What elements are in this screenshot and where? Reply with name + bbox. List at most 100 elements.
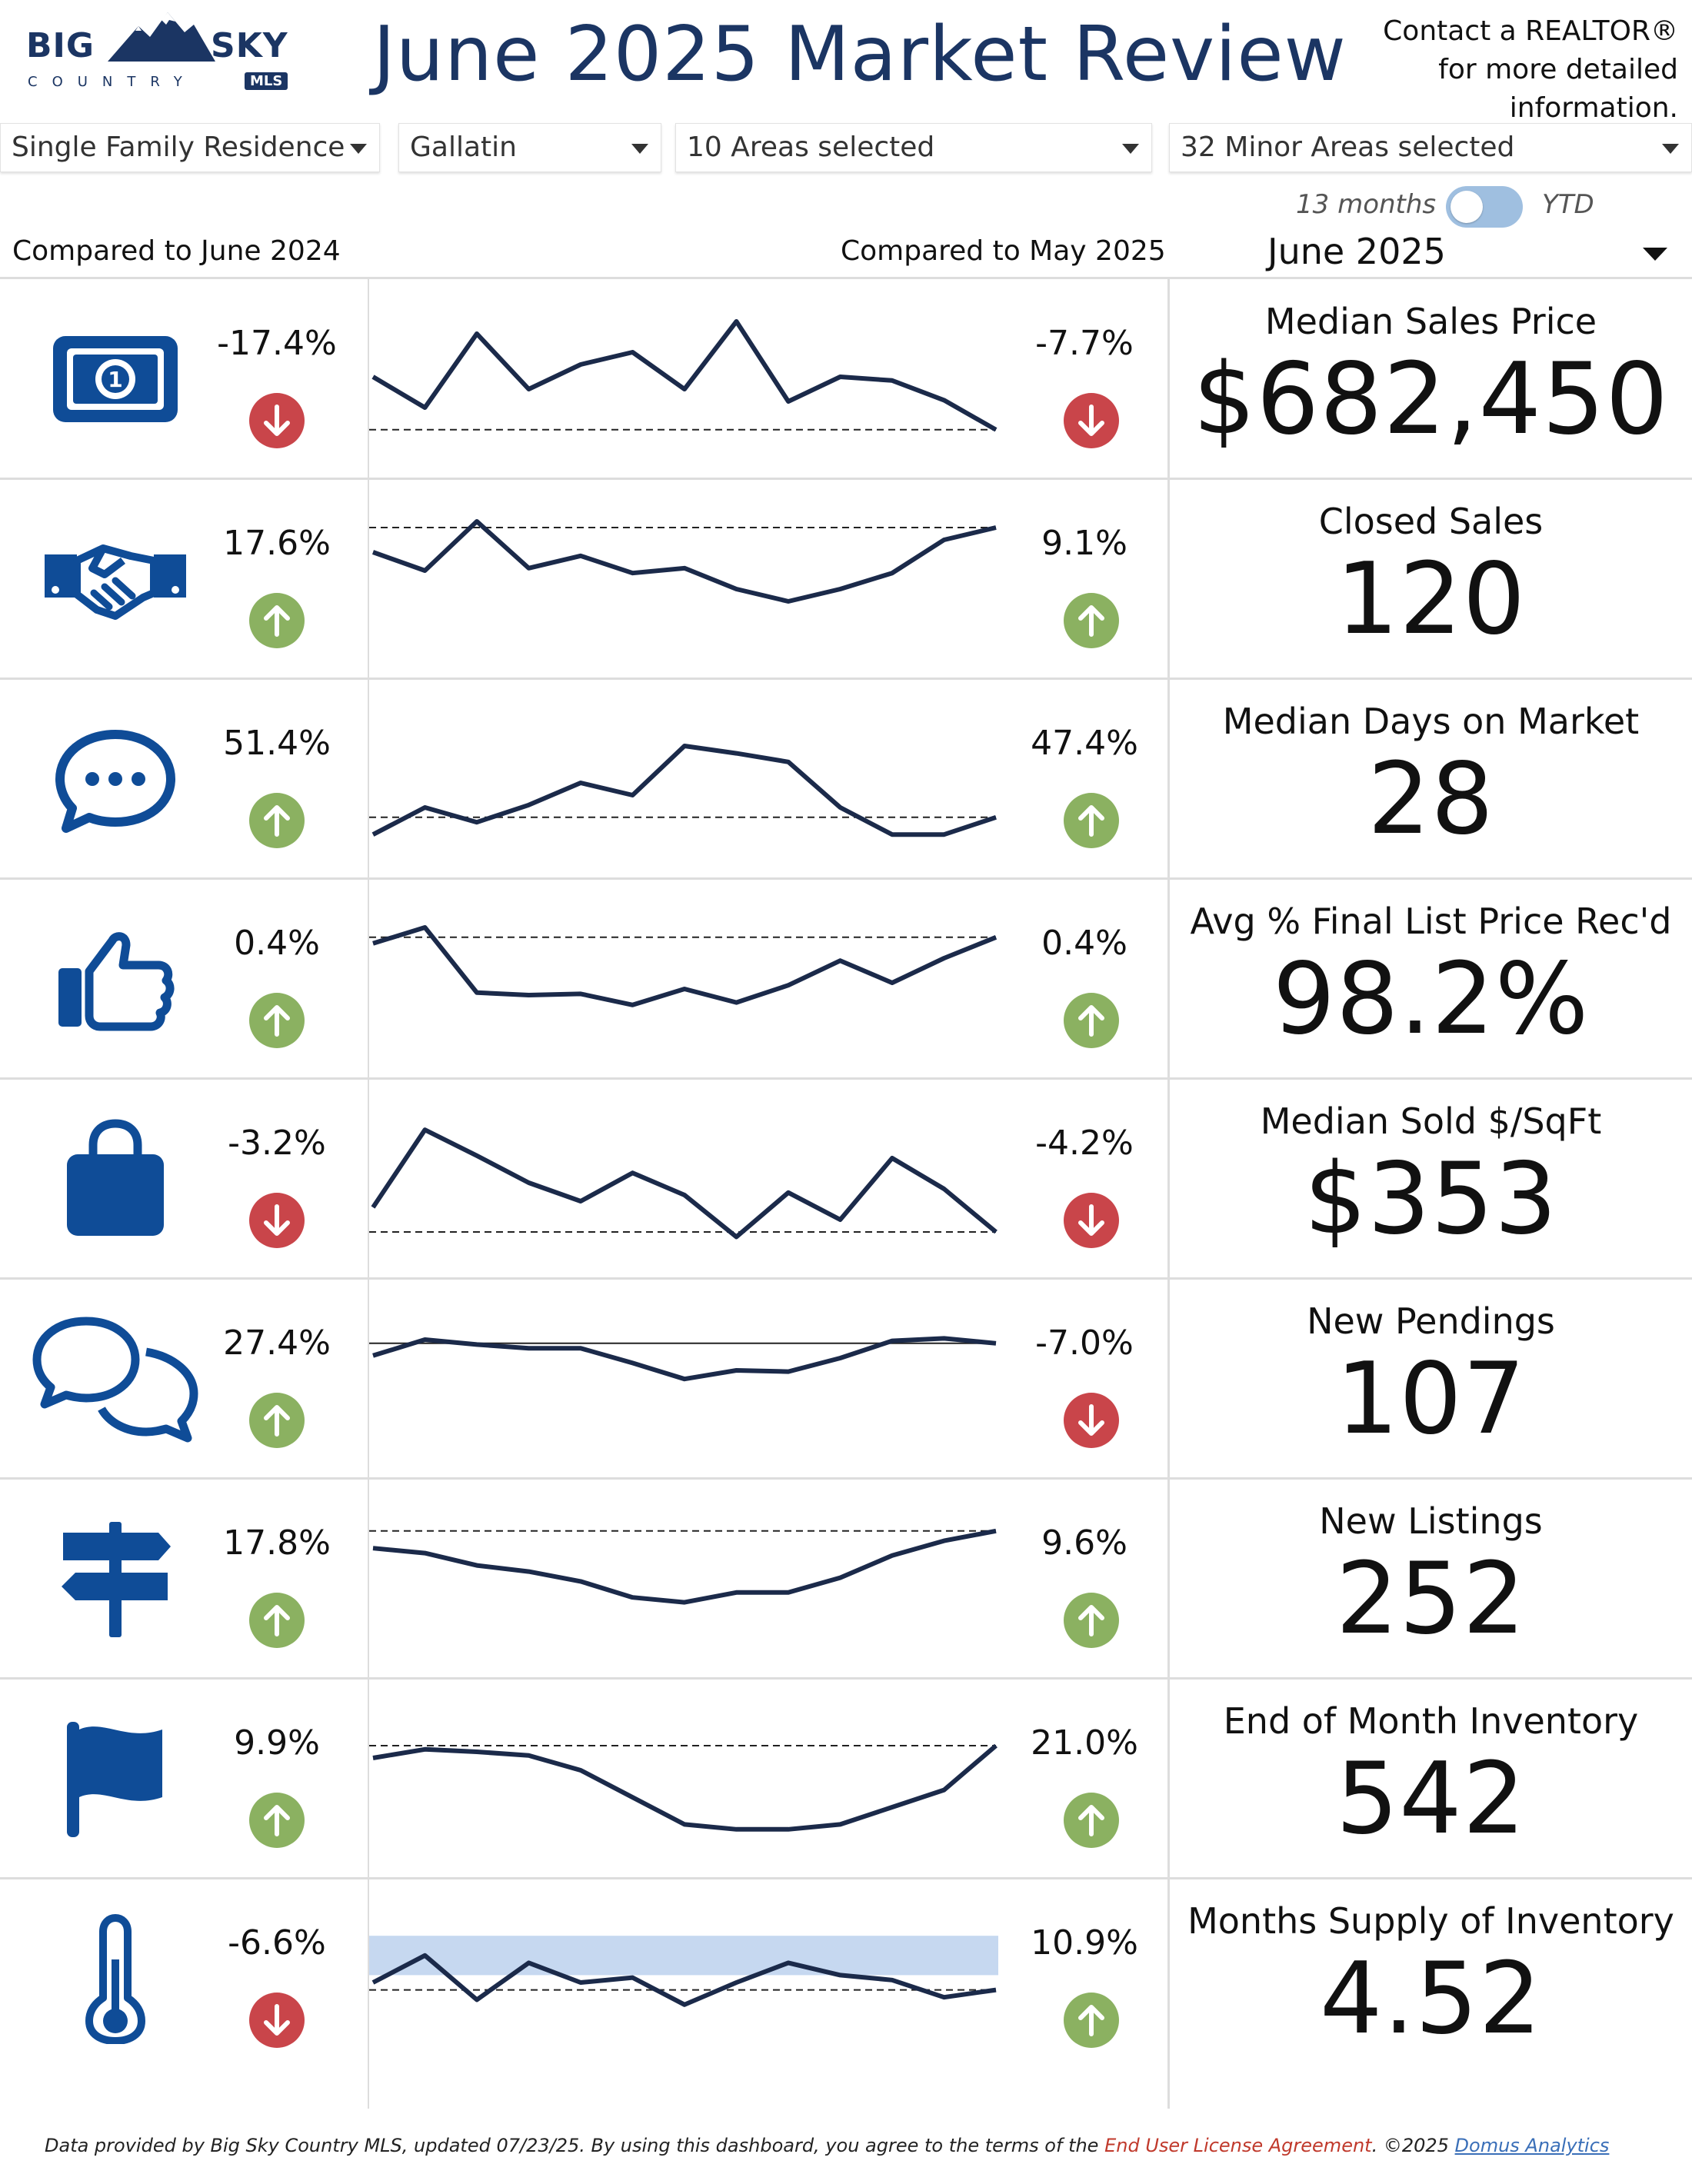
eula-link[interactable]: End User License Agreement — [1104, 2135, 1372, 2156]
property-type-dropdown[interactable]: Single Family Residence — [0, 123, 380, 172]
footer-text: Data provided by Big Sky Country MLS, up… — [45, 2135, 1105, 2156]
metric-row: 9.9% 21.0% End of Month Inventory 542 — [0, 1679, 1692, 1879]
yoy-change: -17.4% — [217, 324, 337, 363]
yoy-change: 0.4% — [234, 924, 320, 963]
yoy-change: 17.6% — [223, 524, 331, 563]
minor-areas-dropdown[interactable]: 32 Minor Areas selected — [1169, 123, 1692, 172]
metric-value: 107 — [1335, 1342, 1527, 1457]
arrow-up-icon — [1064, 1993, 1119, 2048]
metric-summary: Median Sold $/SqFt $353 — [1170, 1100, 1692, 1257]
trend-sparkline — [369, 1127, 998, 1240]
trend-line — [371, 744, 997, 837]
metric-name: New Pendings — [1307, 1300, 1555, 1342]
arrow-up-icon — [1064, 793, 1119, 848]
arrow-down-icon — [1064, 1393, 1119, 1448]
metric-name: Median Days on Market — [1222, 701, 1640, 742]
arrow-down-icon — [249, 393, 305, 448]
filter-bar: Single Family Residence Gallatin 10 Area… — [0, 123, 1692, 174]
trend-line — [372, 1336, 997, 1382]
minor-areas-value: 32 Minor Areas selected — [1181, 132, 1515, 163]
metric-summary: Months Supply of Inventory 4.52 — [1170, 1900, 1692, 2056]
metric-name: Avg % Final List Price Rec'd — [1190, 901, 1672, 942]
flag-icon — [31, 1710, 200, 1848]
mom-change: -4.2% — [1035, 1124, 1134, 1163]
mountain-icon — [108, 12, 215, 62]
arrow-down-icon — [1064, 393, 1119, 448]
period-value: June 2025 — [1267, 231, 1446, 272]
row-divider — [0, 1677, 1692, 1680]
trend-sparkline — [369, 1528, 997, 1605]
domus-analytics-link[interactable]: Domus Analytics — [1454, 2135, 1610, 2156]
yoy-change: -3.2% — [228, 1124, 326, 1163]
trend-sparkline — [369, 319, 998, 432]
period-dropdown[interactable]: June 2025 — [1267, 231, 1667, 272]
mom-change: 9.1% — [1041, 524, 1127, 563]
metric-row: 1 -17.4% -7.7% Median Sales Price $682,450 — [0, 279, 1692, 479]
yoy-change: 17.8% — [223, 1523, 331, 1563]
metric-row: 17.6% 9.1% Closed Sales 120 — [0, 479, 1692, 679]
arrow-up-icon — [249, 1393, 305, 1448]
trend-line — [372, 925, 998, 1007]
metric-value: 98.2% — [1272, 942, 1590, 1057]
row-divider — [0, 1877, 1692, 1879]
toggle-label-ytd[interactable]: YTD — [1542, 189, 1594, 220]
toggle-knob — [1451, 191, 1483, 223]
metric-value: 252 — [1335, 1542, 1527, 1656]
metric-summary: Avg % Final List Price Rec'd 98.2% — [1170, 901, 1692, 1057]
footer-disclaimer: Data provided by Big Sky Country MLS, up… — [45, 2135, 1609, 2156]
arrow-down-icon — [249, 1993, 305, 2048]
row-divider — [0, 1277, 1692, 1280]
conversation-icon — [31, 1310, 200, 1448]
divider — [0, 277, 1692, 279]
trend-sparkline — [369, 519, 997, 604]
metric-summary: New Listings 252 — [1170, 1500, 1692, 1656]
mom-change: 9.6% — [1041, 1523, 1127, 1563]
chevron-down-icon — [1122, 144, 1139, 154]
yoy-change: 51.4% — [223, 724, 331, 763]
chat-bubble-icon — [31, 710, 200, 848]
county-dropdown[interactable]: Gallatin — [398, 123, 661, 172]
arrow-down-icon — [249, 1193, 305, 1248]
normal-range-band — [369, 1936, 998, 1976]
metric-value: 120 — [1335, 542, 1527, 657]
metric-summary: New Pendings 107 — [1170, 1300, 1692, 1457]
compare-year-label: Compared to June 2024 — [12, 235, 341, 267]
column-divider — [1167, 278, 1170, 2109]
metric-row: 51.4% 47.4% Median Days on Market 28 — [0, 679, 1692, 879]
range-toggle-switch[interactable] — [1446, 186, 1523, 228]
logo-mls-badge: MLS — [245, 72, 288, 90]
arrow-up-icon — [249, 1593, 305, 1648]
property-type-value: Single Family Residence — [12, 132, 345, 163]
metric-name: Median Sold $/SqFt — [1260, 1100, 1602, 1142]
metric-name: End of Month Inventory — [1223, 1700, 1639, 1742]
toggle-label-13-months[interactable]: 13 months — [1296, 189, 1437, 220]
areas-dropdown[interactable]: 10 Areas selected — [675, 123, 1152, 172]
metric-value: $682,450 — [1193, 342, 1669, 457]
chevron-down-icon — [1662, 144, 1679, 154]
metric-name: Months Supply of Inventory — [1187, 1900, 1674, 1942]
signpost-icon — [31, 1510, 200, 1648]
metric-summary: Median Sales Price $682,450 — [1170, 301, 1692, 457]
thumbs-up-icon — [31, 910, 200, 1048]
trend-sparkline — [369, 925, 998, 1007]
arrow-up-icon — [249, 593, 305, 648]
money-icon: 1 — [31, 310, 200, 448]
footer-copyright: . ©2025 — [1371, 2135, 1455, 2156]
svg-text:1: 1 — [108, 367, 122, 392]
contact-realtor-text: Contact a REALTOR® for more detailed inf… — [1383, 15, 1678, 124]
arrow-up-icon — [1064, 993, 1119, 1048]
logo-country-text: COUNTRY — [28, 74, 197, 90]
logo-sky-text: SKY — [211, 26, 288, 65]
row-divider — [0, 478, 1692, 480]
metric-row: 17.8% 9.6% New Listings 252 — [0, 1479, 1692, 1679]
mom-change: 21.0% — [1031, 1723, 1138, 1763]
metric-row: -3.2% -4.2% Median Sold $/SqFt $353 — [0, 1079, 1692, 1279]
metric-row: 0.4% 0.4% Avg % Final List Price Rec'd 98.2… — [0, 879, 1692, 1079]
row-divider — [0, 1077, 1692, 1080]
yoy-change: -6.6% — [228, 1923, 326, 1963]
arrow-up-icon — [1064, 1793, 1119, 1848]
metric-summary: End of Month Inventory 542 — [1170, 1700, 1692, 1856]
mom-change: -7.7% — [1035, 324, 1134, 363]
trend-sparkline — [369, 1336, 997, 1382]
trend-line — [371, 1127, 998, 1240]
